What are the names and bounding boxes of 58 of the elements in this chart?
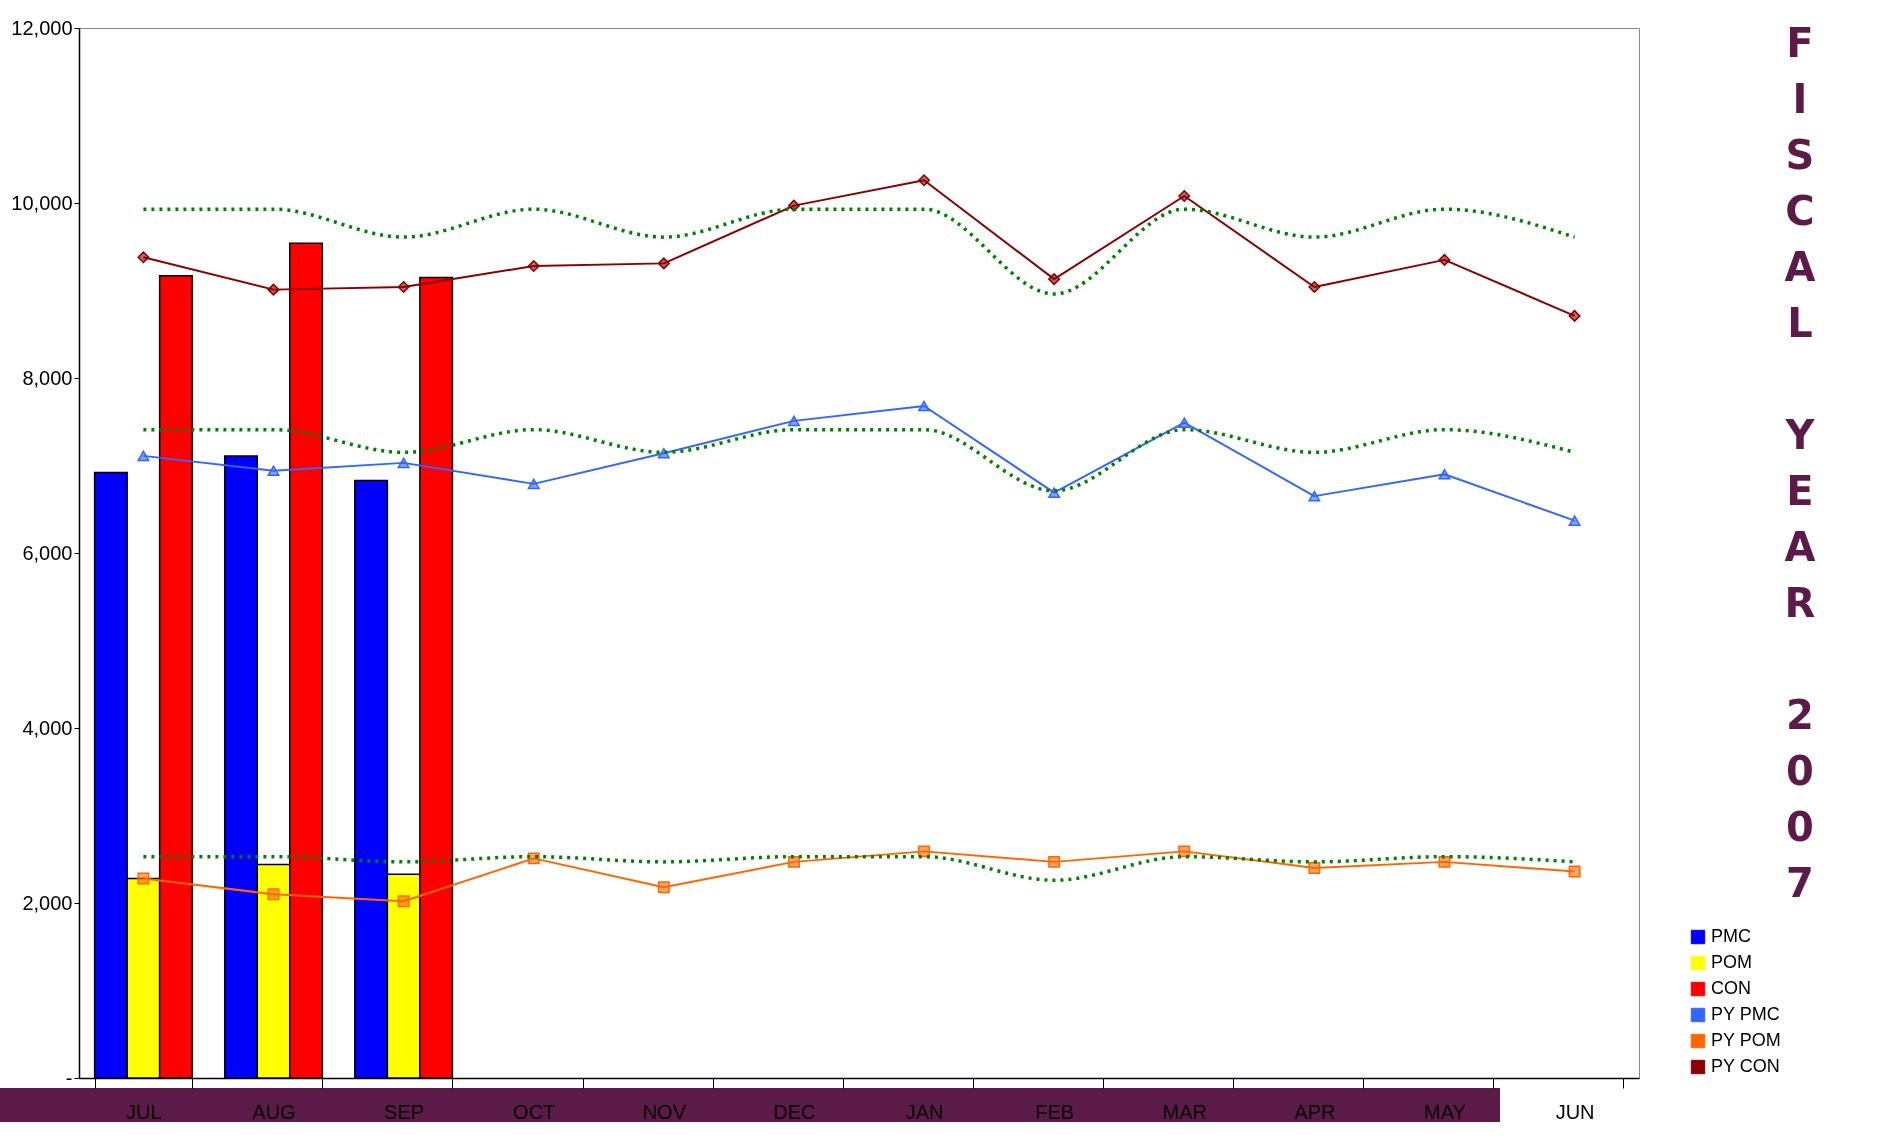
point	[1568, 865, 1581, 878]
point	[1308, 281, 1321, 293]
y-tick-label: 4,000	[22, 716, 73, 739]
x-tick-label: SEP	[384, 1100, 425, 1123]
x-tick-label: DEC	[773, 1100, 816, 1123]
point	[1178, 417, 1191, 428]
y-tick-label: 8,000	[22, 366, 73, 389]
x-tick-label: JUL	[126, 1100, 162, 1123]
y-tick-label: -	[65, 1066, 73, 1089]
x-tick-label: APR	[1294, 1100, 1336, 1123]
point	[1438, 468, 1451, 480]
point	[397, 281, 410, 293]
point	[527, 260, 540, 272]
legend-label: PMC	[1711, 926, 1751, 946]
point	[137, 872, 150, 885]
point	[657, 257, 670, 270]
x-tick-label: JUN	[1555, 1100, 1595, 1123]
y-tick-label: 10,000	[11, 191, 73, 214]
y-tick-label: 2,000	[22, 891, 73, 914]
point	[527, 478, 540, 490]
legend-label: CON	[1711, 978, 1751, 998]
x-tick-label: OCT	[513, 1100, 556, 1123]
point	[1308, 862, 1321, 874]
point	[657, 881, 670, 894]
point	[267, 888, 280, 901]
x-tick-label: AUG	[252, 1100, 296, 1123]
legend-label: PY PMC	[1711, 1004, 1780, 1024]
point	[1568, 515, 1581, 526]
point	[137, 251, 150, 264]
y-tick-label: 6,000	[22, 541, 73, 564]
point	[137, 450, 150, 462]
x-tick-label: MAR	[1162, 1100, 1207, 1123]
point	[1178, 845, 1191, 858]
point	[397, 457, 410, 469]
x-tick-label: FEB	[1035, 1100, 1075, 1123]
point	[1308, 490, 1321, 502]
legend-label: PY CON	[1711, 1056, 1780, 1076]
point	[787, 415, 800, 427]
point	[918, 845, 931, 858]
point	[787, 855, 800, 868]
point	[267, 465, 280, 477]
point	[397, 895, 410, 908]
legend-label: PY POM	[1711, 1030, 1781, 1050]
point	[1438, 855, 1451, 868]
x-tick-label: JAN	[905, 1100, 944, 1123]
point	[918, 174, 931, 187]
point	[918, 400, 931, 412]
point	[1178, 190, 1191, 202]
point	[1438, 253, 1451, 266]
y-tick-label: 12,000	[11, 16, 73, 39]
legend-label: POM	[1711, 952, 1753, 972]
point	[1048, 273, 1061, 286]
point	[1048, 855, 1061, 868]
x-tick-label: NOV	[642, 1100, 687, 1123]
text: FISCAL YEAR 2007	[1777, 20, 1823, 916]
x-tick-label: MAY	[1424, 1100, 1466, 1123]
point	[267, 283, 280, 296]
point	[1568, 309, 1581, 322]
